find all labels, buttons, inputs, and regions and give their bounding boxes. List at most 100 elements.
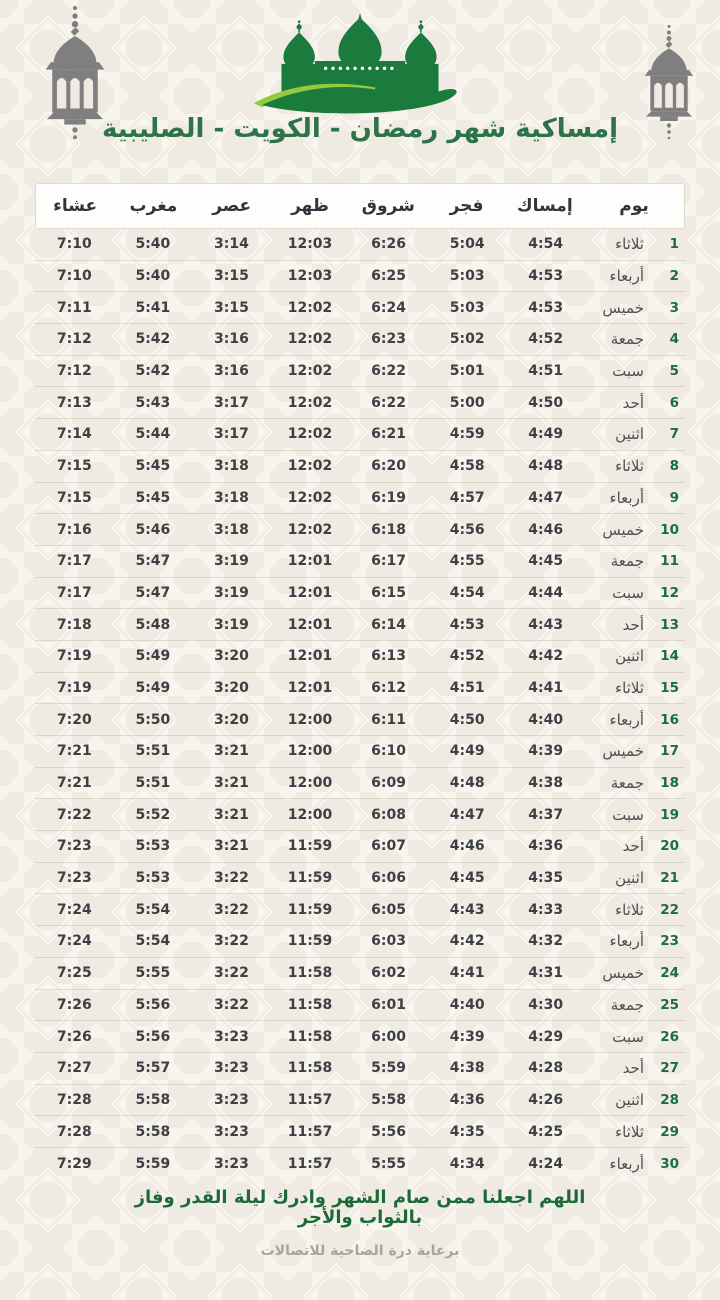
isha-time: 7:23 xyxy=(56,870,92,887)
col-header-day: يوم xyxy=(619,196,649,216)
maghrib-time: 5:57 xyxy=(135,1060,171,1077)
asr-time: 3:23 xyxy=(214,1123,249,1140)
asr-time: 3:14 xyxy=(214,236,249,253)
dhuhr-time: 11:57 xyxy=(287,1091,333,1108)
fajr-time: 4:38 xyxy=(449,1060,485,1077)
imsak-time: 4:51 xyxy=(528,363,564,380)
day-cell: 19 سبت xyxy=(585,806,685,824)
dhuhr-time: 12:02 xyxy=(287,299,333,316)
imsak-time: 4:31 xyxy=(528,965,564,982)
day-number: 26 xyxy=(660,1028,679,1045)
day-cell: 23 أربعاء xyxy=(585,932,685,950)
fajr-time: 4:47 xyxy=(449,806,485,823)
imsak-time: 4:42 xyxy=(528,648,564,665)
isha-time: 7:21 xyxy=(56,775,92,792)
shurooq-time: 6:11 xyxy=(371,711,406,728)
isha-time: 7:26 xyxy=(56,1028,92,1045)
table-row: 18 جمعة 4:38 4:48 6:09 12:00 3:21 5:51 7:21 xyxy=(35,768,685,800)
maghrib-time: 5:54 xyxy=(135,933,171,950)
day-number: 10 xyxy=(660,521,679,538)
day-number: 7 xyxy=(669,426,679,443)
asr-time: 3:23 xyxy=(214,1155,249,1172)
imsak-time: 4:32 xyxy=(528,933,564,950)
maghrib-time: 5:46 xyxy=(135,521,171,538)
day-number: 20 xyxy=(660,838,679,855)
maghrib-time: 5:52 xyxy=(135,806,171,823)
fajr-time: 4:59 xyxy=(449,426,485,443)
day-number: 2 xyxy=(669,268,679,285)
day-name: ثلاثاء xyxy=(615,1122,644,1141)
shurooq-time: 6:18 xyxy=(371,521,406,538)
day-number: 17 xyxy=(660,743,679,760)
day-number: 19 xyxy=(660,806,679,823)
shurooq-time: 6:21 xyxy=(371,426,406,443)
imsak-time: 4:50 xyxy=(528,394,564,411)
day-name: اثنين xyxy=(615,647,644,666)
table-row: 26 سبت 4:29 4:39 6:00 11:58 3:23 5:56 7:26 xyxy=(35,1021,685,1053)
day-cell: 30 أربعاء xyxy=(585,1155,685,1173)
day-name: ثلاثاء xyxy=(615,235,644,254)
imsak-time: 4:46 xyxy=(528,521,564,538)
imsak-time: 4:52 xyxy=(528,331,564,348)
day-number: 22 xyxy=(660,901,679,918)
isha-time: 7:24 xyxy=(56,933,92,950)
imsak-time: 4:25 xyxy=(528,1123,564,1140)
maghrib-time: 5:40 xyxy=(135,236,171,253)
isha-time: 7:10 xyxy=(56,268,92,285)
isha-time: 7:22 xyxy=(56,806,92,823)
day-cell: 2 أربعاء xyxy=(585,267,685,285)
isha-time: 7:23 xyxy=(56,838,92,855)
day-cell: 3 خميس xyxy=(585,299,685,317)
asr-time: 3:21 xyxy=(214,775,249,792)
day-number: 5 xyxy=(669,363,679,380)
fajr-time: 4:35 xyxy=(449,1123,485,1140)
day-number: 3 xyxy=(669,299,679,316)
asr-time: 3:21 xyxy=(214,806,249,823)
maghrib-time: 5:54 xyxy=(135,901,171,918)
imsak-time: 4:40 xyxy=(528,711,564,728)
day-name: سبت xyxy=(612,1027,644,1046)
day-cell: 25 جمعة xyxy=(585,996,685,1014)
day-cell: 5 سبت xyxy=(585,362,685,380)
imsak-time: 4:45 xyxy=(528,553,564,570)
day-name: أحد xyxy=(622,615,644,634)
isha-time: 7:28 xyxy=(56,1123,92,1140)
day-number: 9 xyxy=(669,489,679,506)
shurooq-time: 5:56 xyxy=(371,1123,406,1140)
table-row: 4 جمعة 4:52 5:02 6:23 12:02 3:16 5:42 7:12 xyxy=(35,324,685,356)
day-number: 21 xyxy=(660,870,679,887)
dhuhr-time: 12:03 xyxy=(287,236,333,253)
imsak-time: 4:35 xyxy=(528,870,564,887)
day-cell: 1 ثلاثاء xyxy=(585,235,685,253)
imsak-time: 4:43 xyxy=(528,616,564,633)
imsak-time: 4:53 xyxy=(528,268,564,285)
prayer-times-table: يوم إمساك فجر شروق ظهر عصر مغرب عشاء 1 ثل… xyxy=(35,183,685,1180)
table-row: 3 خميس 4:53 5:03 6:24 12:02 3:15 5:41 7:11 xyxy=(35,292,685,325)
shurooq-time: 6:15 xyxy=(371,584,406,601)
shurooq-time: 6:02 xyxy=(371,965,406,982)
dhuhr-time: 11:59 xyxy=(287,901,333,918)
fajr-time: 4:49 xyxy=(449,743,485,760)
shurooq-time: 5:58 xyxy=(371,1091,406,1108)
day-number: 24 xyxy=(660,965,679,982)
fajr-time: 4:56 xyxy=(449,521,485,538)
isha-time: 7:19 xyxy=(56,648,92,665)
asr-time: 3:20 xyxy=(214,711,249,728)
asr-time: 3:15 xyxy=(214,299,249,316)
day-name: أحد xyxy=(622,1059,644,1078)
maghrib-time: 5:58 xyxy=(135,1123,171,1140)
table-row: 6 أحد 4:50 5:00 6:22 12:02 3:17 5:43 7:13 xyxy=(35,387,685,420)
dhuhr-time: 11:58 xyxy=(287,1028,333,1045)
maghrib-time: 5:44 xyxy=(135,426,171,443)
imsak-time: 4:38 xyxy=(528,775,564,792)
isha-time: 7:16 xyxy=(56,521,92,538)
maghrib-time: 5:45 xyxy=(135,489,171,506)
isha-time: 7:20 xyxy=(56,711,92,728)
maghrib-time: 5:49 xyxy=(135,679,171,696)
maghrib-time: 5:47 xyxy=(135,553,171,570)
day-number: 30 xyxy=(660,1155,679,1172)
day-cell: 20 أحد xyxy=(585,837,685,855)
isha-time: 7:29 xyxy=(56,1155,92,1172)
table-row: 22 ثلاثاء 4:33 4:43 6:05 11:59 3:22 5:54 7:24 xyxy=(35,894,685,927)
shurooq-time: 6:09 xyxy=(371,775,406,792)
